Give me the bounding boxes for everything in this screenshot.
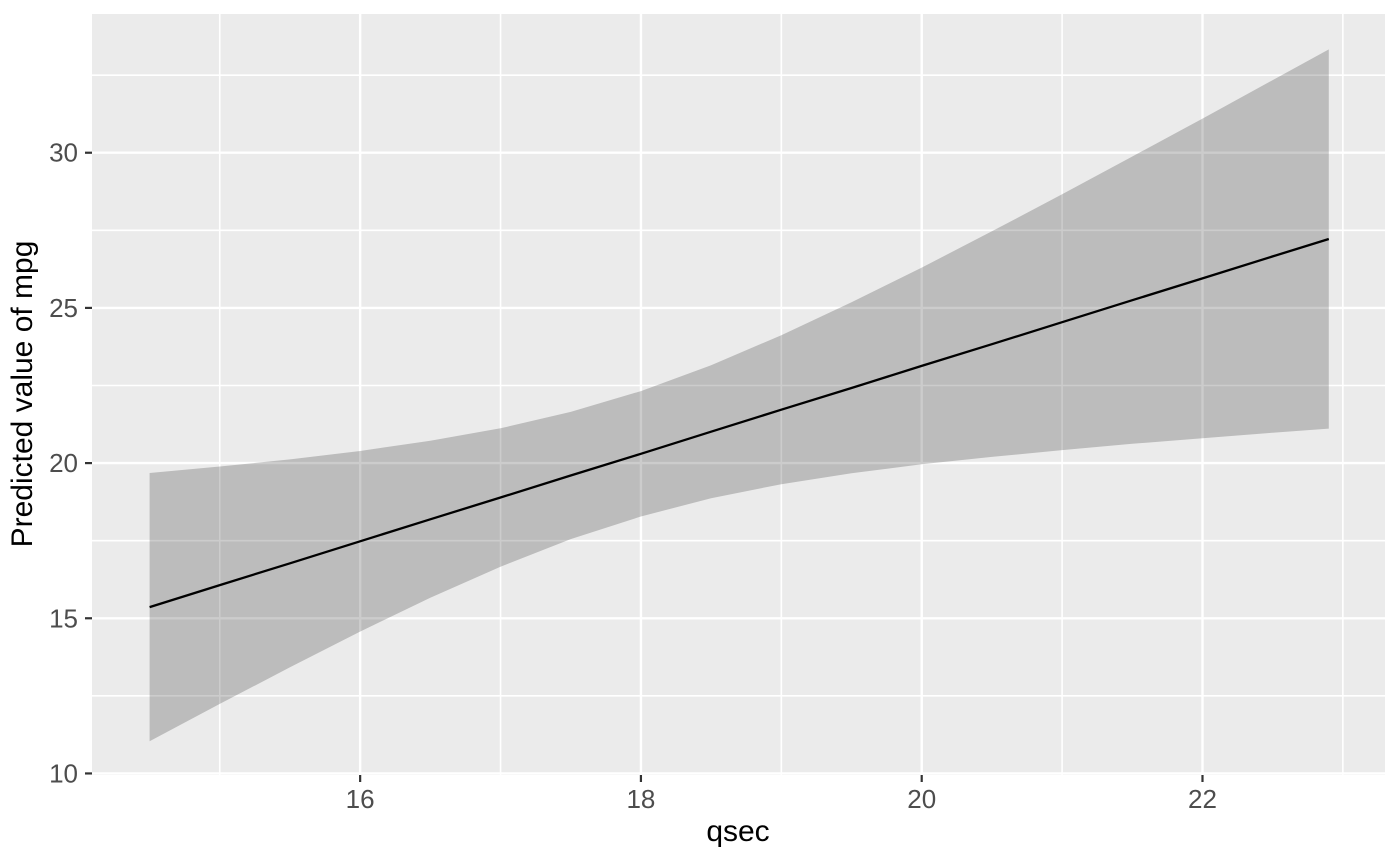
x-tick-label: 22 [1188,784,1217,814]
y-tick-label: 25 [49,293,78,323]
y-tick-label: 15 [49,603,78,633]
x-tick-label: 20 [907,784,936,814]
y-tick-label: 30 [49,138,78,168]
major-gridlines [92,14,1385,775]
plot-panel [92,14,1385,775]
regression-line [149,237,1330,609]
axis-tick-labels: 16 18 20 22 10 15 20 25 30 [49,138,1217,814]
axis-tick-marks [85,151,1204,782]
confidence-ribbon [149,49,1329,742]
y-tick-label: 20 [49,448,78,478]
minor-gridlines [92,14,1385,775]
y-tick-label: 10 [49,758,78,788]
x-tick-label: 16 [346,784,375,814]
x-tick-label: 18 [626,784,655,814]
x-axis-title: qsec [706,815,769,848]
y-axis-title: Predicted value of mpg [6,241,39,548]
